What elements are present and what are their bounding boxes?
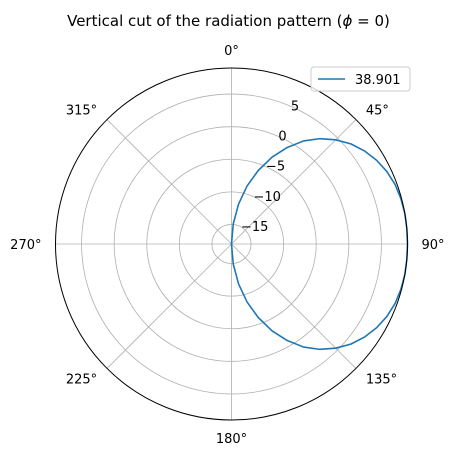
frame-layer (55, 67, 408, 421)
legend-entry-label: 38.901 (355, 73, 401, 88)
radial-tick-label: 5 (291, 99, 299, 114)
angle-tick-label: 270° (10, 238, 41, 253)
legend-box (310, 66, 411, 92)
angular-grid-line (106, 243, 232, 369)
legend: 38.901 (310, 66, 411, 92)
radial-tick-label: −15 (241, 220, 268, 235)
chart-title: Vertical cut of the radiation pattern (ϕ… (67, 12, 390, 30)
angle-tick-label: 225° (66, 372, 97, 387)
radial-tick-label: −5 (266, 160, 285, 175)
angular-tick-labels: 0° 45° 90° 135° 180° 225° 270° 315° (10, 44, 444, 447)
radial-tick-label: −10 (253, 190, 280, 205)
angle-tick-label: 135° (366, 372, 397, 387)
polar-frame (55, 67, 408, 421)
angle-tick-label: 180° (216, 432, 247, 447)
angular-grid-line (106, 119, 232, 245)
angle-tick-label: 45° (366, 104, 389, 119)
angle-tick-label: 90° (422, 238, 445, 253)
angle-tick-label: 315° (66, 104, 97, 119)
angle-tick-label: 0° (224, 44, 239, 59)
grid-layer (55, 68, 408, 420)
radial-tick-label: 0 (278, 130, 286, 145)
radial-tick-labels: −15 −10 −5 0 5 (241, 99, 299, 234)
